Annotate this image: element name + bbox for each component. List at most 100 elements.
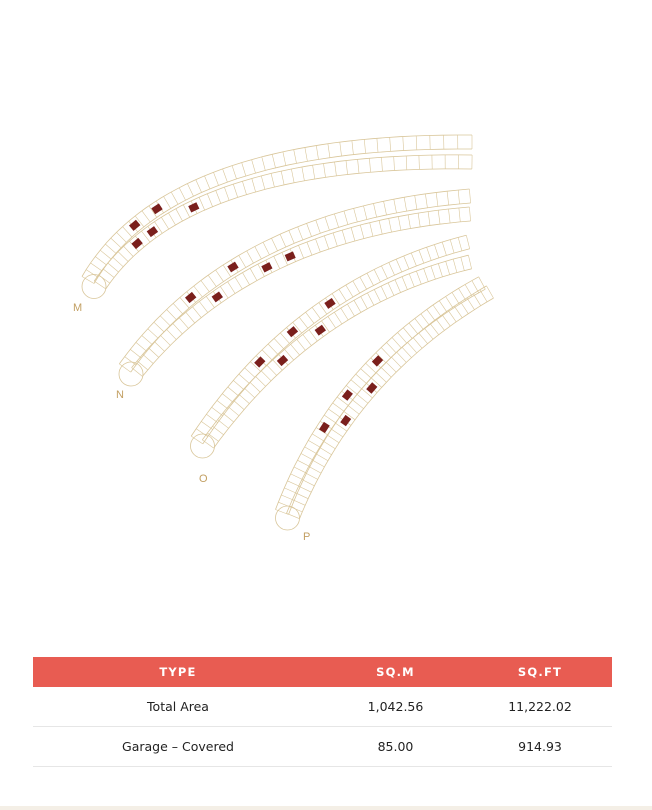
parking-stall (323, 163, 326, 178)
parking-stall (172, 303, 183, 315)
parking-stall (85, 269, 99, 278)
parking-stall (193, 285, 203, 298)
parking-stall (98, 274, 110, 284)
parking-stall (293, 149, 297, 164)
parking-stall (335, 422, 348, 432)
parking-stall (312, 433, 325, 442)
parking-stall (217, 419, 229, 429)
parking-stall (238, 255, 247, 268)
row-sqm: 85.00 (323, 726, 468, 767)
parking-stall (107, 262, 119, 273)
allocated-parking-stall (227, 261, 239, 273)
parking-stall (298, 245, 304, 259)
parking-stall (312, 459, 325, 468)
parking-stall (273, 338, 284, 349)
parking-stall (251, 159, 256, 174)
parking-stall (284, 487, 298, 494)
parking-stall (405, 155, 408, 170)
parking-stall (316, 145, 319, 160)
parking-stall (305, 472, 318, 480)
parking-stall (201, 421, 213, 430)
parking-stall (261, 156, 266, 171)
parking-stall (478, 276, 486, 290)
allocated-parking-stall (129, 219, 141, 231)
row-sqm: 1,042.56 (323, 687, 468, 727)
parking-stall (414, 318, 424, 330)
parking-stall (207, 193, 213, 207)
allocated-parking-stall (131, 237, 143, 250)
parking-stall (296, 339, 306, 351)
parking-stall (267, 343, 278, 355)
row-sqft: 11,222.02 (468, 687, 612, 727)
parking-stall (426, 309, 436, 321)
parking-stall (412, 337, 423, 349)
header-sqm: SQ.M (323, 657, 468, 687)
parking-stall (327, 143, 331, 158)
parking-stall (435, 192, 439, 207)
parking-stall (407, 342, 418, 354)
parking-stall (206, 414, 218, 423)
parking-stall (402, 136, 404, 151)
parking-stall (94, 280, 106, 290)
parking-stall (304, 446, 317, 454)
parking-stall (393, 199, 397, 213)
parking-stall (430, 265, 436, 280)
parking-stall (438, 263, 443, 277)
parking-stall (301, 166, 305, 181)
parking-stall (175, 208, 183, 222)
parking-stall (425, 193, 428, 208)
parking-stall (207, 275, 217, 287)
parking-stall (347, 303, 355, 317)
parking-stall (332, 402, 345, 412)
parking-stall (319, 447, 332, 455)
allocated-parking-stall (188, 202, 200, 213)
parking-stall (231, 165, 237, 179)
parking-stall (441, 314, 451, 327)
parking-stall (408, 273, 415, 287)
parking-stall (290, 473, 304, 481)
parking-stall (308, 329, 318, 342)
parking-stall (452, 259, 458, 273)
parking-stall (183, 204, 190, 218)
parking-stall (179, 317, 189, 329)
parking-stall (388, 218, 392, 233)
parking-stall (427, 211, 431, 226)
parking-stall (135, 342, 147, 352)
parking-stall (213, 172, 219, 186)
parking-stall (271, 154, 276, 168)
parking-stall (233, 400, 245, 410)
parking-stall (345, 284, 354, 298)
parking-stall (255, 376, 266, 387)
parking-stall (228, 406, 240, 416)
lane-border (93, 154, 473, 282)
parking-stall (261, 175, 266, 190)
parking-stall (338, 289, 347, 302)
parking-stall (112, 257, 124, 267)
parking-stall (435, 319, 445, 331)
parking-stall (415, 135, 418, 150)
parking-stall (352, 399, 364, 409)
parking-stall (211, 407, 223, 416)
parking-stall (238, 373, 250, 384)
lane-n (118, 188, 471, 387)
parking-stall (222, 393, 234, 403)
bottom-strip (0, 806, 652, 810)
parking-stall (403, 197, 407, 212)
parking-stall (352, 280, 361, 294)
allocated-parking-stall (366, 382, 378, 394)
parking-stall (302, 334, 312, 346)
parking-stall (124, 356, 137, 366)
row-sqft: 914.93 (468, 726, 612, 767)
parking-stall (446, 191, 449, 206)
parking-stall (244, 367, 256, 378)
parking-stall (312, 165, 316, 180)
parking-stall (130, 349, 142, 359)
parking-stall (281, 494, 295, 501)
allocated-parking-stall (261, 262, 273, 273)
lane-border (130, 202, 471, 373)
parking-stall (298, 317, 309, 329)
parking-stall (454, 306, 463, 318)
parking-stall (227, 281, 236, 294)
parking-stall (438, 300, 448, 313)
parking-stall (275, 509, 289, 515)
